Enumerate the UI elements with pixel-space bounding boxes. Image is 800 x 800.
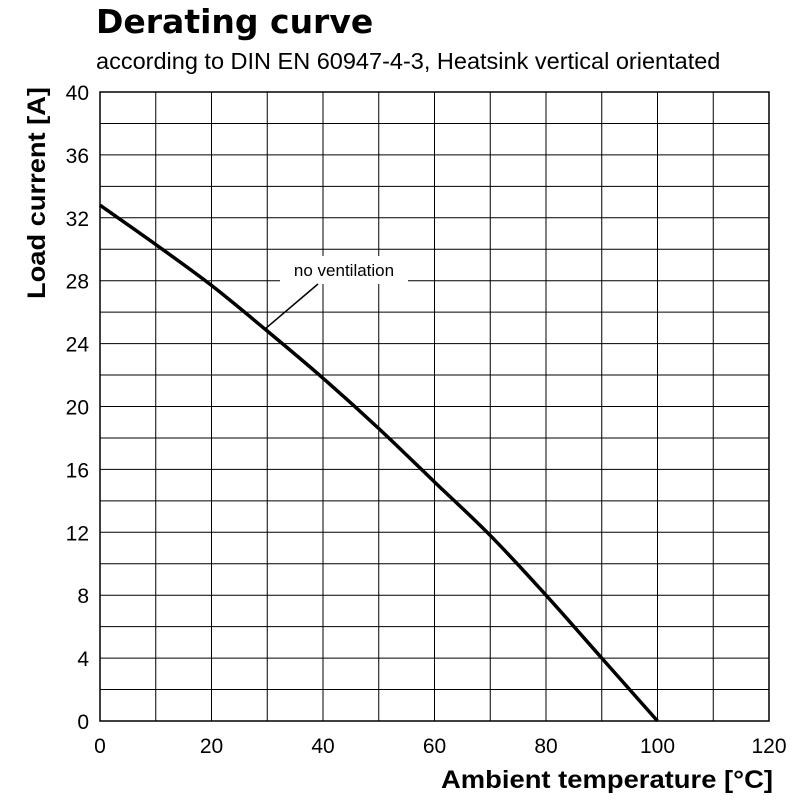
annotation-background: [280, 256, 408, 284]
annotations: no ventilation: [263, 256, 408, 331]
y-tick-label: 4: [77, 648, 89, 671]
y-tick-label: 32: [66, 208, 89, 231]
y-tick-label: 24: [66, 334, 90, 357]
x-tick-label: 100: [640, 735, 675, 758]
x-tick-label: 0: [94, 735, 106, 758]
x-tick-label: 80: [534, 735, 557, 758]
x-tick-label: 120: [751, 735, 786, 758]
plot-frame: [99, 91, 770, 722]
chart-subtitle: according to DIN EN 60947-4-3, Heatsink …: [96, 48, 721, 74]
y-tick-label: 12: [66, 522, 89, 545]
series-line-no-ventilation: [98, 203, 659, 723]
series-layer: [98, 203, 659, 723]
y-tick-label: 16: [66, 459, 89, 482]
y-tick-label: 36: [66, 145, 89, 168]
y-tick-label: 8: [77, 585, 89, 608]
y-tick-label: 0: [77, 711, 89, 734]
y-tick-label: 28: [66, 271, 89, 294]
grid: [99, 91, 770, 722]
x-tick-label: 40: [311, 735, 334, 758]
x-tick-label: 60: [423, 735, 446, 758]
y-axis-label: Load current [A]: [23, 87, 51, 299]
annotation-leader-line: [263, 283, 319, 331]
y-tick-label: 40: [66, 82, 89, 105]
y-tick-label: 20: [66, 397, 89, 420]
chart-title: Derating curve: [96, 2, 374, 41]
x-axis-label: Ambient temperature [°C]: [441, 766, 773, 794]
x-tick-label: 20: [200, 735, 223, 758]
axes: 0 20 40 60 80 100 120 0 4 8 12 16 20 24 28 32 36 40 Ambien…: [23, 82, 787, 794]
annotation-label: no ventilation: [294, 261, 394, 280]
